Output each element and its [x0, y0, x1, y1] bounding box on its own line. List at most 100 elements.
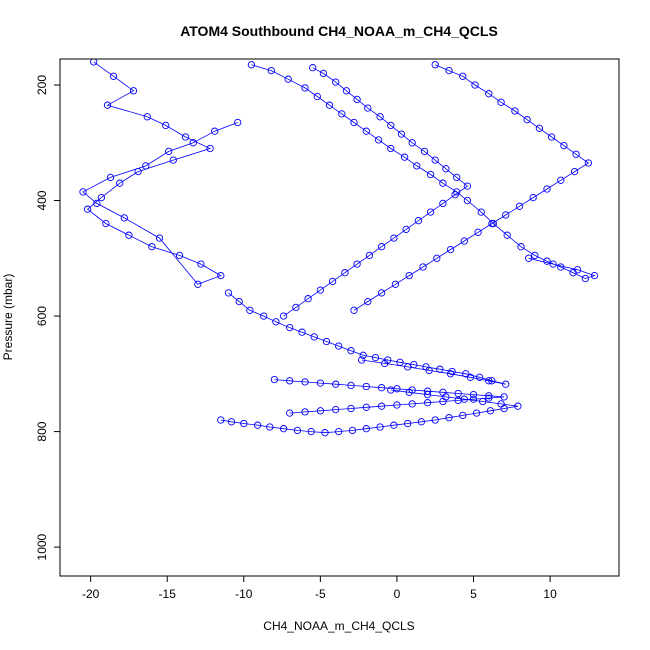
series-line — [353, 64, 590, 311]
data-point — [90, 59, 98, 66]
data-point — [431, 61, 439, 69]
data-point — [485, 377, 493, 385]
data-point — [474, 228, 482, 236]
x-tick-label: 0 — [394, 587, 401, 601]
data-point — [211, 127, 219, 135]
data-point — [335, 342, 343, 350]
data-point — [362, 425, 370, 433]
data-point — [511, 107, 519, 115]
data-point — [358, 356, 366, 364]
data-point — [439, 179, 447, 187]
data-point — [120, 214, 128, 222]
series-line — [82, 61, 238, 285]
data-point — [396, 358, 404, 366]
data-point — [488, 377, 496, 385]
data-point — [376, 423, 384, 431]
data-point — [359, 351, 367, 359]
data-point — [543, 185, 551, 193]
data-point — [387, 144, 395, 153]
data-point — [301, 408, 309, 416]
data-point — [445, 66, 453, 75]
data-point — [134, 167, 142, 176]
data-point — [573, 266, 582, 274]
data-point — [292, 303, 300, 312]
data-point — [445, 414, 453, 422]
data-point — [106, 173, 115, 182]
data-point — [189, 139, 197, 147]
data-point — [413, 162, 421, 170]
data-point — [286, 323, 294, 332]
data-point — [477, 208, 485, 216]
data-point — [439, 388, 447, 396]
data-point — [404, 363, 412, 371]
data-point — [463, 182, 472, 190]
data-point — [393, 401, 401, 409]
data-point — [410, 360, 418, 369]
data-point — [417, 418, 426, 426]
data-point — [347, 404, 355, 413]
x-tick-label: -10 — [235, 587, 253, 601]
data-point — [217, 416, 225, 424]
data-point — [451, 191, 459, 199]
x-tick-label: 5 — [470, 587, 477, 601]
data-point — [515, 202, 524, 210]
data-point — [377, 243, 386, 251]
data-point — [109, 72, 118, 80]
data-point — [347, 347, 355, 355]
data-point — [454, 389, 462, 398]
data-point — [549, 260, 557, 268]
series-line — [283, 67, 469, 317]
plot-frame — [59, 58, 620, 577]
data-point — [581, 274, 589, 283]
data-point — [97, 193, 106, 202]
data-point — [448, 367, 456, 376]
data-point — [83, 205, 92, 213]
data-point — [502, 380, 510, 388]
data-point — [240, 419, 248, 428]
data-point — [197, 260, 205, 268]
data-point — [93, 199, 101, 208]
y-tick-label: 800 — [35, 421, 49, 441]
data-point — [425, 366, 433, 375]
data-point — [310, 333, 318, 341]
data-point — [260, 312, 268, 320]
y-axis-label: Pressure (mbar) — [1, 274, 15, 361]
data-point — [316, 286, 325, 294]
data-point — [485, 90, 493, 98]
data-point — [503, 231, 511, 239]
data-point — [475, 373, 484, 381]
data-point — [364, 104, 372, 112]
data-point — [148, 243, 156, 251]
data-point — [431, 156, 439, 164]
data-point — [325, 101, 334, 109]
data-point — [79, 188, 87, 196]
data-point — [365, 251, 374, 260]
data-point — [502, 211, 510, 219]
data-point — [321, 429, 329, 437]
data-point — [590, 271, 599, 280]
data-point — [400, 153, 409, 161]
data-point — [316, 379, 325, 387]
data-point — [316, 407, 325, 415]
data-point — [181, 133, 190, 141]
data-point — [342, 87, 351, 95]
data-point — [175, 251, 184, 260]
data-point — [103, 101, 112, 109]
data-point — [584, 159, 593, 167]
data-point — [322, 337, 331, 346]
data-point — [286, 377, 294, 385]
data-point — [194, 280, 202, 288]
data-point — [454, 396, 462, 405]
data-point — [307, 427, 315, 436]
data-point — [426, 208, 435, 216]
data-point — [332, 78, 340, 86]
data-point — [408, 400, 416, 408]
data-point — [463, 196, 472, 205]
data-point — [206, 144, 214, 153]
data-point — [523, 116, 531, 124]
data-point — [377, 384, 386, 392]
data-point — [353, 95, 361, 104]
data-point — [462, 370, 470, 378]
data-point — [460, 237, 468, 245]
